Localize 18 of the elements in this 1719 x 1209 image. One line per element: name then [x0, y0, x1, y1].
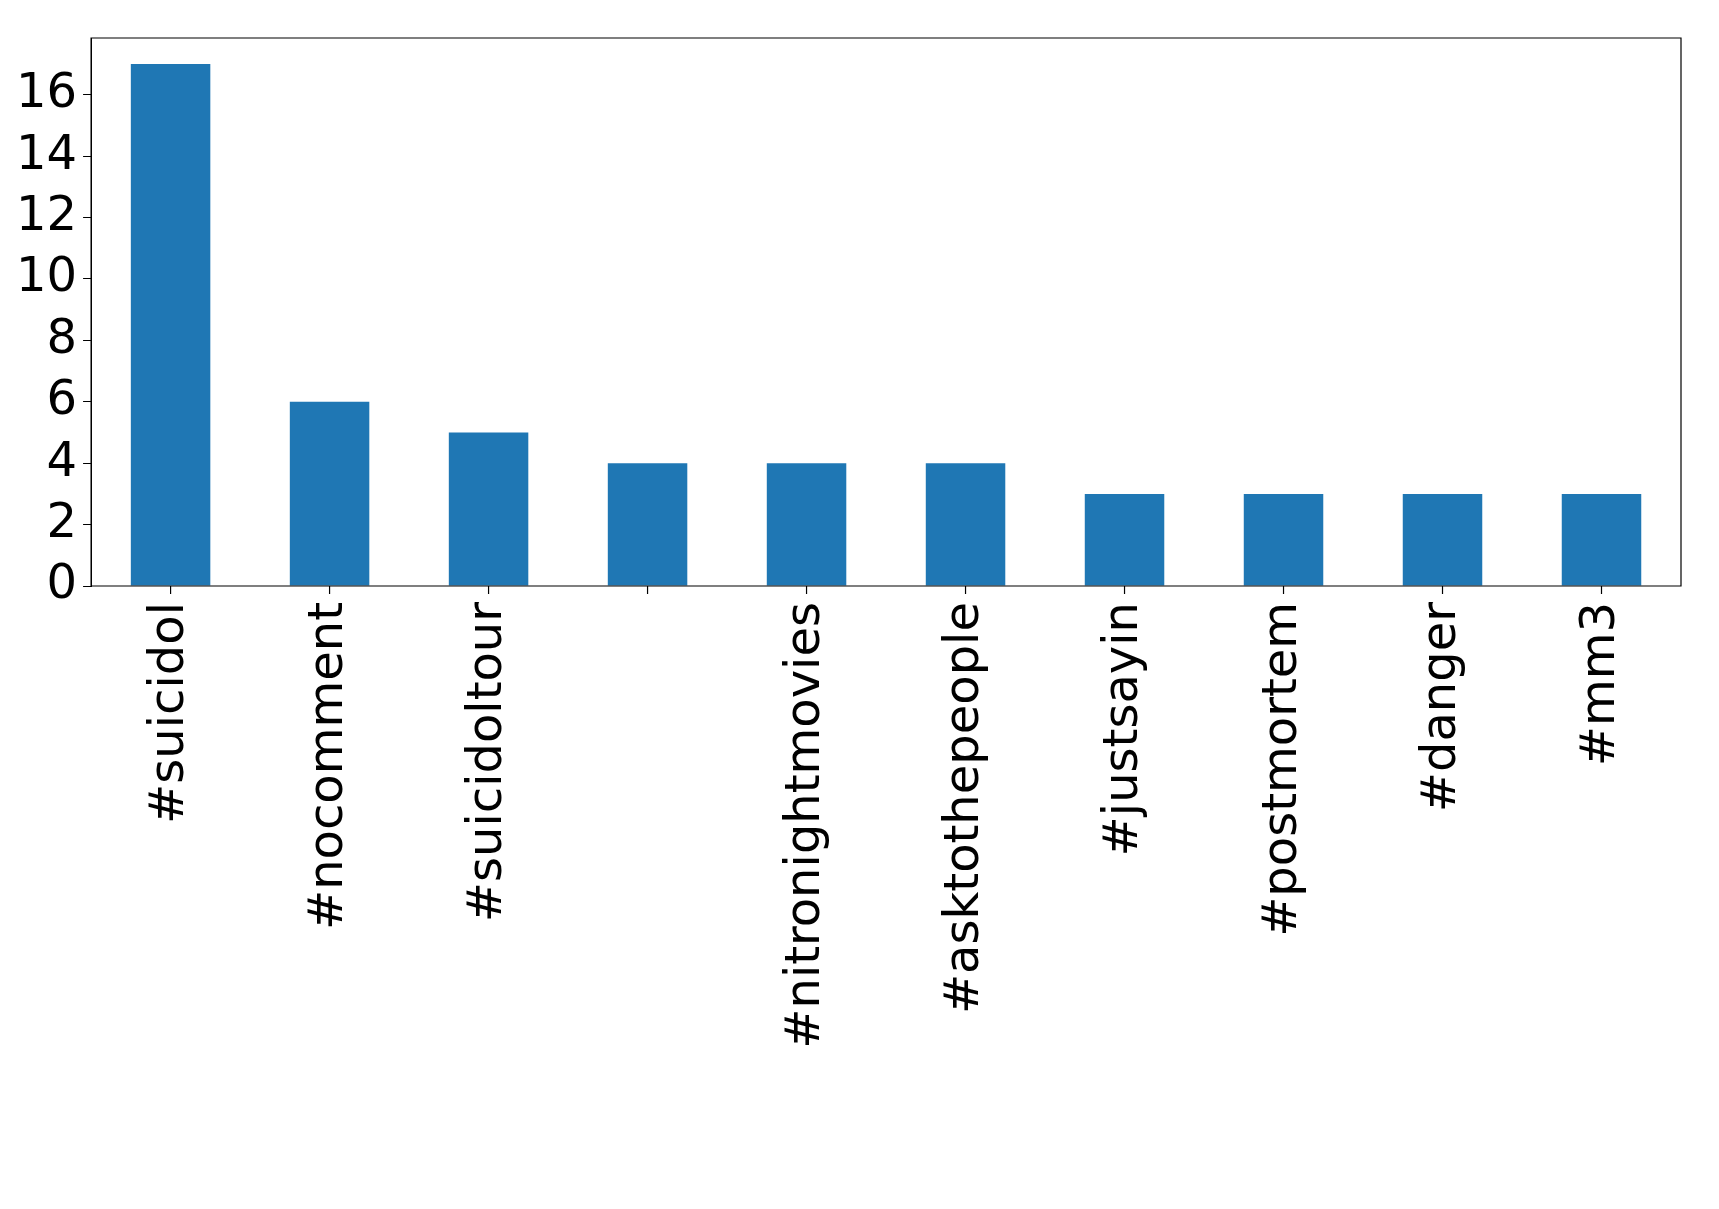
- x-tick-label: #nitronightmovies: [774, 602, 831, 1049]
- y-tick-label: 12: [16, 185, 78, 242]
- y-tick-label: 8: [46, 307, 78, 364]
- y-tick-label: 0: [46, 553, 78, 610]
- y-tick-label: 6: [46, 369, 78, 426]
- x-tick-label: #asktothepeople: [933, 602, 989, 1015]
- y-tick-label: 4: [46, 430, 78, 487]
- x-tick-label: #mm3: [1568, 602, 1625, 767]
- x-tick-label: #suicidol: [138, 602, 195, 824]
- x-tick-label: #postmortem: [1250, 602, 1307, 937]
- y-tick-label: 16: [16, 62, 78, 119]
- y-tick-label: 14: [16, 123, 78, 180]
- x-tick-label: #justsayin: [1092, 602, 1148, 857]
- x-tick-label: #suicidoltour: [456, 601, 513, 923]
- x-tick-label: #danger: [1409, 601, 1466, 813]
- y-tick-label: 10: [16, 246, 78, 303]
- x-tick-label: #nocomment: [297, 602, 354, 931]
- y-tick-label: 2: [46, 492, 78, 549]
